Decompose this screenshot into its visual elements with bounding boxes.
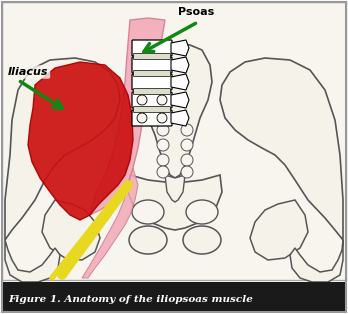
Text: Iliacus: Iliacus [8, 67, 48, 77]
Circle shape [137, 95, 147, 105]
Polygon shape [290, 240, 343, 282]
Circle shape [181, 154, 193, 166]
Polygon shape [220, 58, 343, 240]
Polygon shape [128, 175, 222, 230]
Polygon shape [42, 200, 100, 260]
Text: Figure 1. Anatomy of the iliopsoas muscle: Figure 1. Anatomy of the iliopsoas muscl… [8, 295, 253, 305]
FancyBboxPatch shape [132, 57, 172, 73]
Polygon shape [5, 58, 120, 240]
FancyBboxPatch shape [134, 71, 171, 77]
Polygon shape [28, 62, 133, 220]
Polygon shape [5, 240, 60, 282]
Polygon shape [90, 18, 165, 215]
Text: Psoas: Psoas [178, 7, 214, 17]
Polygon shape [171, 110, 189, 126]
Circle shape [137, 113, 147, 123]
FancyBboxPatch shape [134, 53, 171, 59]
Circle shape [181, 124, 193, 136]
Circle shape [157, 139, 169, 151]
Circle shape [157, 124, 169, 136]
FancyBboxPatch shape [132, 40, 172, 56]
Bar [2, 282, 346, 312]
Ellipse shape [132, 200, 164, 224]
Polygon shape [165, 175, 185, 202]
Circle shape [157, 166, 169, 178]
Polygon shape [171, 74, 189, 90]
Polygon shape [171, 40, 189, 56]
Bar [2, 2, 346, 280]
Ellipse shape [183, 226, 221, 254]
Ellipse shape [129, 226, 167, 254]
Circle shape [157, 154, 169, 166]
FancyBboxPatch shape [134, 106, 171, 112]
Ellipse shape [186, 200, 218, 224]
FancyBboxPatch shape [132, 92, 172, 108]
Polygon shape [171, 57, 189, 73]
Circle shape [181, 166, 193, 178]
FancyBboxPatch shape [132, 74, 172, 90]
Polygon shape [171, 92, 189, 108]
Polygon shape [250, 200, 308, 260]
Circle shape [181, 139, 193, 151]
Circle shape [157, 95, 167, 105]
Polygon shape [138, 43, 212, 178]
Polygon shape [82, 168, 138, 278]
FancyBboxPatch shape [132, 110, 172, 126]
FancyBboxPatch shape [134, 89, 171, 95]
Circle shape [157, 113, 167, 123]
